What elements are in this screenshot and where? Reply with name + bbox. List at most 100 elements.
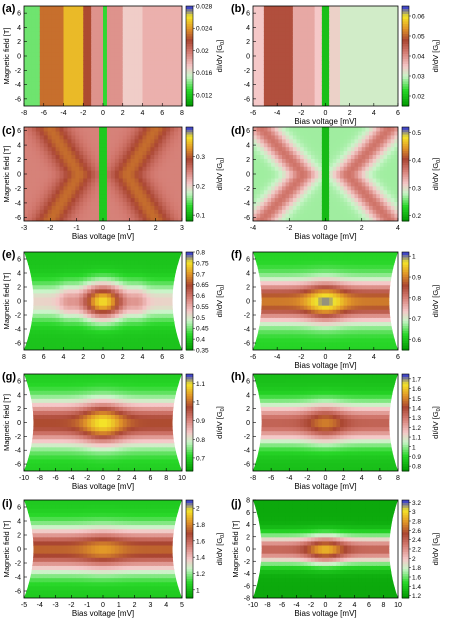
heat-cell <box>361 18 366 24</box>
heat-cell <box>174 170 179 175</box>
colorbar-cell <box>186 202 193 206</box>
heat-cell <box>134 313 140 318</box>
heat-cell <box>114 146 120 152</box>
heat-cell <box>31 288 37 294</box>
heat-cell <box>126 305 132 310</box>
heat-cell <box>103 197 108 203</box>
y-tick-label: -2 <box>15 68 21 75</box>
heat-cell <box>350 177 356 183</box>
heat-cell <box>274 154 279 159</box>
heat-cell <box>361 146 366 152</box>
heat-cell <box>110 345 116 350</box>
heat-cell <box>154 85 159 90</box>
y-tick-label: 4 <box>17 143 21 150</box>
heat-cell <box>267 64 272 70</box>
heat-cell <box>47 284 53 290</box>
heat-cell <box>170 85 175 90</box>
heat-cell <box>376 81 381 86</box>
heat-cell <box>282 60 287 65</box>
heat-cell <box>43 158 49 163</box>
heat-cell <box>87 209 92 214</box>
heat-cell <box>67 170 72 175</box>
heat-cell <box>354 39 359 45</box>
heat-cell <box>43 35 49 40</box>
heat-cell <box>325 170 330 175</box>
heat-cell <box>340 134 345 140</box>
heat-cell <box>296 174 301 179</box>
heat-cell <box>27 6 33 11</box>
heat-cell <box>178 209 182 214</box>
heat-cell <box>67 162 72 167</box>
heat-cell <box>358 56 363 61</box>
heat-cell <box>138 166 144 171</box>
heat-cell <box>361 197 366 203</box>
heat-cell <box>35 301 41 306</box>
colorbar-cell <box>402 181 409 184</box>
heat-cell <box>358 60 363 65</box>
heat-cell <box>289 101 294 106</box>
colorbar-cell <box>402 86 409 89</box>
heat-cell <box>354 81 359 86</box>
heat-cell <box>325 56 330 61</box>
heat-cell <box>387 26 392 32</box>
heat-cell <box>31 272 37 278</box>
heat-cell <box>314 142 319 148</box>
heat-cell <box>27 213 33 218</box>
heat-cell <box>372 209 377 214</box>
heat-cell <box>35 76 41 82</box>
heat-cell <box>35 317 41 323</box>
colorbar-cell <box>402 31 409 34</box>
heat-cell <box>314 22 319 28</box>
heat-cell <box>336 35 341 40</box>
heat-cell <box>274 142 279 148</box>
heat-cell <box>130 321 136 327</box>
heat-cell <box>383 181 388 187</box>
heat-cell <box>271 158 276 163</box>
heat-cell <box>110 138 116 144</box>
heat-cell <box>71 209 76 214</box>
heat-cell <box>358 189 363 195</box>
heat-cell <box>91 296 96 302</box>
heat-cell <box>87 162 92 167</box>
heat-cell <box>289 185 294 191</box>
heat-cell <box>296 162 301 167</box>
heat-cell <box>253 130 258 136</box>
heat-cell <box>103 301 108 306</box>
heat-cell <box>146 142 151 148</box>
heat-cell <box>150 213 155 218</box>
heat-cell <box>383 127 388 132</box>
heat-cell <box>379 81 385 86</box>
heat-cell <box>126 189 132 195</box>
heat-cell <box>358 10 363 15</box>
heat-cell <box>55 162 61 167</box>
x-tick-label: 2 <box>348 110 352 117</box>
heat-cell <box>347 43 352 49</box>
heat-cell <box>31 268 37 274</box>
heat-cell <box>63 60 69 65</box>
heat-cell <box>138 26 144 32</box>
heat-cell <box>154 64 159 70</box>
heat-cell <box>150 76 155 82</box>
heat-cell <box>278 60 283 65</box>
heat-cell <box>372 142 377 148</box>
heat-cell <box>162 51 167 57</box>
heat-cell <box>67 154 72 159</box>
heat-cell <box>307 93 312 99</box>
colorbar-cell <box>402 58 409 62</box>
heat-cell <box>263 6 269 11</box>
heat-cell <box>110 14 116 20</box>
heat-cell <box>91 305 96 310</box>
heat-cell <box>376 47 381 53</box>
heat-cell <box>260 72 265 78</box>
heat-cell <box>358 162 363 167</box>
heat-cell <box>118 127 124 132</box>
heat-cell <box>174 189 179 195</box>
heat-cell <box>55 268 61 274</box>
heat-cell <box>134 81 140 86</box>
heat-cell <box>35 341 41 347</box>
colorbar-cell <box>186 78 193 82</box>
heat-cell <box>336 154 341 159</box>
heat-cell <box>314 31 319 36</box>
heat-cell <box>303 177 308 183</box>
